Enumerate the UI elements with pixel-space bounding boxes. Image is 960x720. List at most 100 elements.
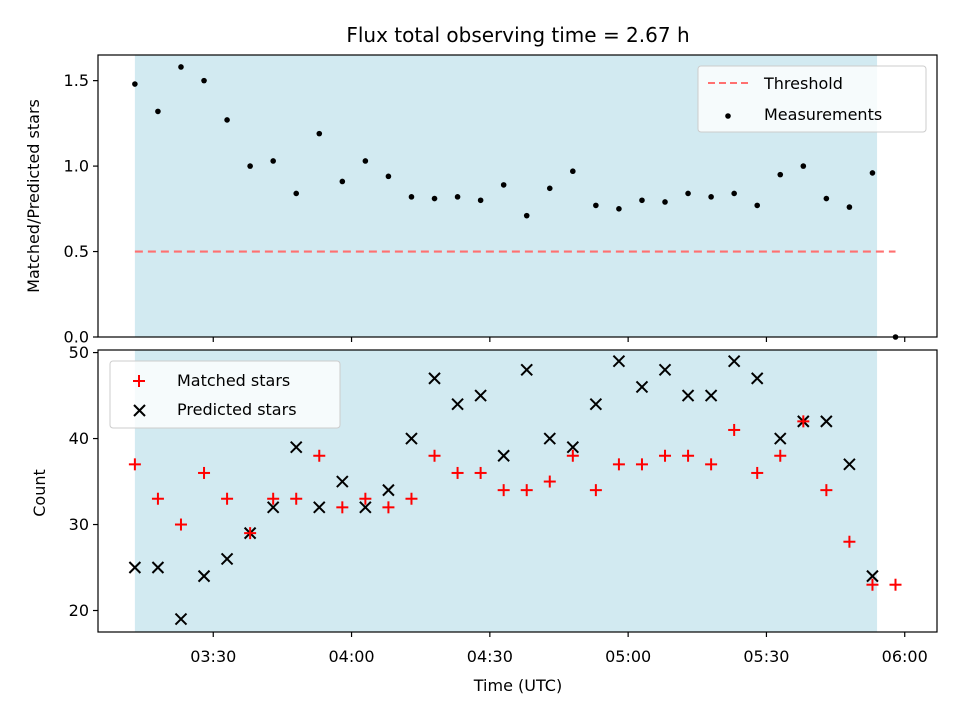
- predicted-star-marker: [451, 397, 464, 411]
- matched-star-marker: [151, 492, 164, 505]
- predicted-star-marker: [751, 372, 764, 385]
- matched-star-marker: [889, 578, 902, 591]
- legend-measurements-swatch: [725, 113, 731, 119]
- top-y-axis-label: Matched/Predicted stars: [24, 99, 43, 293]
- matched-star-marker: [474, 466, 487, 479]
- measurement-point: [385, 173, 392, 180]
- bottom-panel: 20 30 40 50 03:30 04:00 04:30 05:00 05:30 06:00 C…: [30, 343, 938, 695]
- predicted-star-marker: [543, 432, 556, 445]
- measurement-point: [800, 163, 807, 169]
- measurement-point: [362, 158, 369, 164]
- measurement-point: [708, 194, 714, 200]
- legend-measurements-label: Measurements: [764, 105, 882, 124]
- measurement-point: [224, 117, 230, 123]
- measurement-point: [593, 202, 599, 209]
- top-marks: [132, 64, 899, 340]
- matched-star-marker: [820, 484, 833, 497]
- predicted-star-marker: [266, 501, 280, 514]
- bottom-y-tick-label: 50: [69, 343, 89, 362]
- measurement-point: [754, 202, 761, 209]
- measurement-point: [523, 212, 530, 219]
- predicted-star-marker: [220, 552, 234, 566]
- measurement-point: [201, 77, 207, 84]
- measurement-point: [616, 206, 622, 212]
- predicted-star-marker: [382, 483, 395, 497]
- predicted-star-marker: [681, 389, 695, 402]
- matched-star-marker: [267, 492, 280, 505]
- measurement-point: [155, 108, 161, 115]
- x-tick-label: 05:30: [743, 647, 789, 666]
- matched-star-marker: [774, 449, 787, 462]
- matched-star-marker: [221, 492, 234, 505]
- predicted-star-marker: [843, 458, 856, 471]
- predicted-star-marker: [197, 569, 211, 583]
- top-y-tick-label: 1.0: [64, 157, 89, 176]
- matched-star-marker: [451, 466, 464, 479]
- top-axes-frame: [97, 54, 938, 338]
- predicted-star-marker: [174, 612, 188, 626]
- measurement-point: [500, 182, 507, 188]
- matched-star-marker: [728, 423, 741, 436]
- measurement-point: [477, 197, 484, 204]
- predicted-star-marker: [612, 354, 626, 368]
- measurement-point: [731, 190, 737, 197]
- predicted-star-marker: [497, 449, 510, 462]
- matched-star-marker: [866, 578, 879, 591]
- measurement-point: [570, 168, 576, 175]
- predicted-star-marker: [658, 363, 672, 376]
- legend-predicted-label: Predicted stars: [177, 400, 297, 419]
- predicted-star-marker: [635, 380, 649, 394]
- measurement-point: [823, 195, 830, 202]
- measurement-point: [178, 64, 184, 70]
- matched-star-marker: [659, 449, 672, 462]
- matched-star-marker: [313, 449, 326, 462]
- predicted-star-marker: [151, 561, 165, 574]
- measurement-point: [777, 171, 784, 178]
- predicted-star-marker: [704, 389, 718, 402]
- top-y-tick-label: 0.5: [64, 242, 89, 261]
- matched-star-marker: [405, 492, 418, 505]
- matched-star-marker: [797, 415, 810, 428]
- matched-star-marker: [751, 466, 764, 479]
- matched-star-marker: [428, 449, 441, 462]
- measurement-point: [247, 163, 253, 169]
- predicted-star-marker: [428, 372, 441, 385]
- predicted-star-marker: [589, 397, 603, 411]
- measurement-point: [662, 199, 668, 205]
- top-legend: Threshold Measurements: [697, 65, 927, 133]
- matched-star-marker: [244, 527, 257, 540]
- predicted-star-marker: [727, 354, 741, 368]
- matched-star-marker: [705, 458, 718, 471]
- matched-star-marker: [497, 484, 510, 497]
- matched-star-marker: [566, 449, 579, 462]
- bottom-legend: Matched stars Predicted stars: [109, 360, 341, 429]
- matched-star-marker: [198, 466, 211, 479]
- bottom-y-tick-label: 20: [69, 601, 89, 620]
- bottom-y-axis-label: Count: [30, 469, 49, 517]
- bottom-y-tick-label: 30: [69, 515, 89, 534]
- predicted-star-marker: [774, 432, 787, 445]
- predicted-star-marker: [359, 501, 372, 514]
- x-tick-label: 05:00: [605, 647, 651, 666]
- chart-title: Flux total observing time = 2.67 h: [346, 23, 689, 47]
- legend-predicted-swatch: [133, 404, 146, 417]
- predicted-star-marker: [520, 363, 533, 376]
- matched-star-marker: [589, 484, 602, 497]
- bottom-axes-frame: [97, 349, 938, 633]
- x-tick-label: 04:30: [467, 647, 513, 666]
- measurement-point: [316, 130, 323, 137]
- matched-star-marker: [128, 458, 141, 471]
- matched-star-marker: [290, 492, 303, 505]
- measurement-point: [293, 190, 300, 197]
- predicted-star-marker: [566, 440, 580, 454]
- matched-star-marker: [843, 535, 856, 548]
- measurement-point: [454, 194, 461, 200]
- x-axis-label: Time (UTC): [473, 676, 562, 695]
- measurement-point: [431, 195, 438, 202]
- predicted-star-marker: [290, 440, 303, 454]
- bottom-ticks: 20 30 40 50 03:30 04:00 04:30 05:00 05:30 06:00: [69, 343, 928, 666]
- top-ticks: 0.0 0.5 1.0 1.5: [64, 71, 906, 347]
- bottom-legend-box: [109, 360, 341, 429]
- predicted-star-marker: [128, 561, 142, 574]
